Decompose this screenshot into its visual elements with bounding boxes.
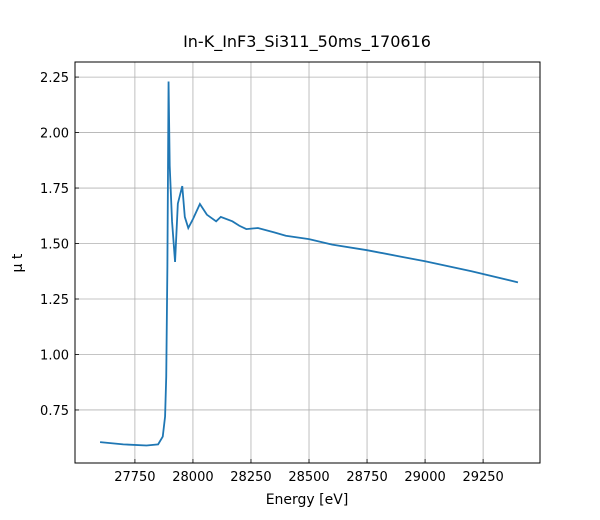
data-line [99, 81, 519, 447]
y-tick-label: 2.00 [40, 127, 69, 142]
x-tick-label: 27750 [114, 470, 155, 485]
y-tick-label: 0.75 [40, 404, 69, 419]
x-tick-label: 29000 [404, 470, 445, 485]
plot-frame [74, 61, 541, 464]
chart-title: In-K_InF3_Si311_50ms_170616 [183, 32, 431, 52]
x-tick-label: 28500 [288, 470, 329, 485]
x-tick-label: 29250 [462, 470, 503, 485]
y-tick-label: 1.25 [40, 293, 69, 308]
x-axis-label: Energy [eV] [266, 492, 349, 508]
x-tick-label: 28250 [230, 470, 271, 485]
y-tick-label: 2.25 [40, 71, 69, 86]
x-tick-label: 28750 [346, 470, 387, 485]
y-tick-label: 1.50 [40, 238, 69, 253]
y-tick-label: 1.00 [40, 348, 69, 363]
y-tick-label: 1.75 [40, 182, 69, 197]
x-tick-label: 28000 [172, 470, 213, 485]
y-axis-label: μ t [10, 253, 26, 272]
